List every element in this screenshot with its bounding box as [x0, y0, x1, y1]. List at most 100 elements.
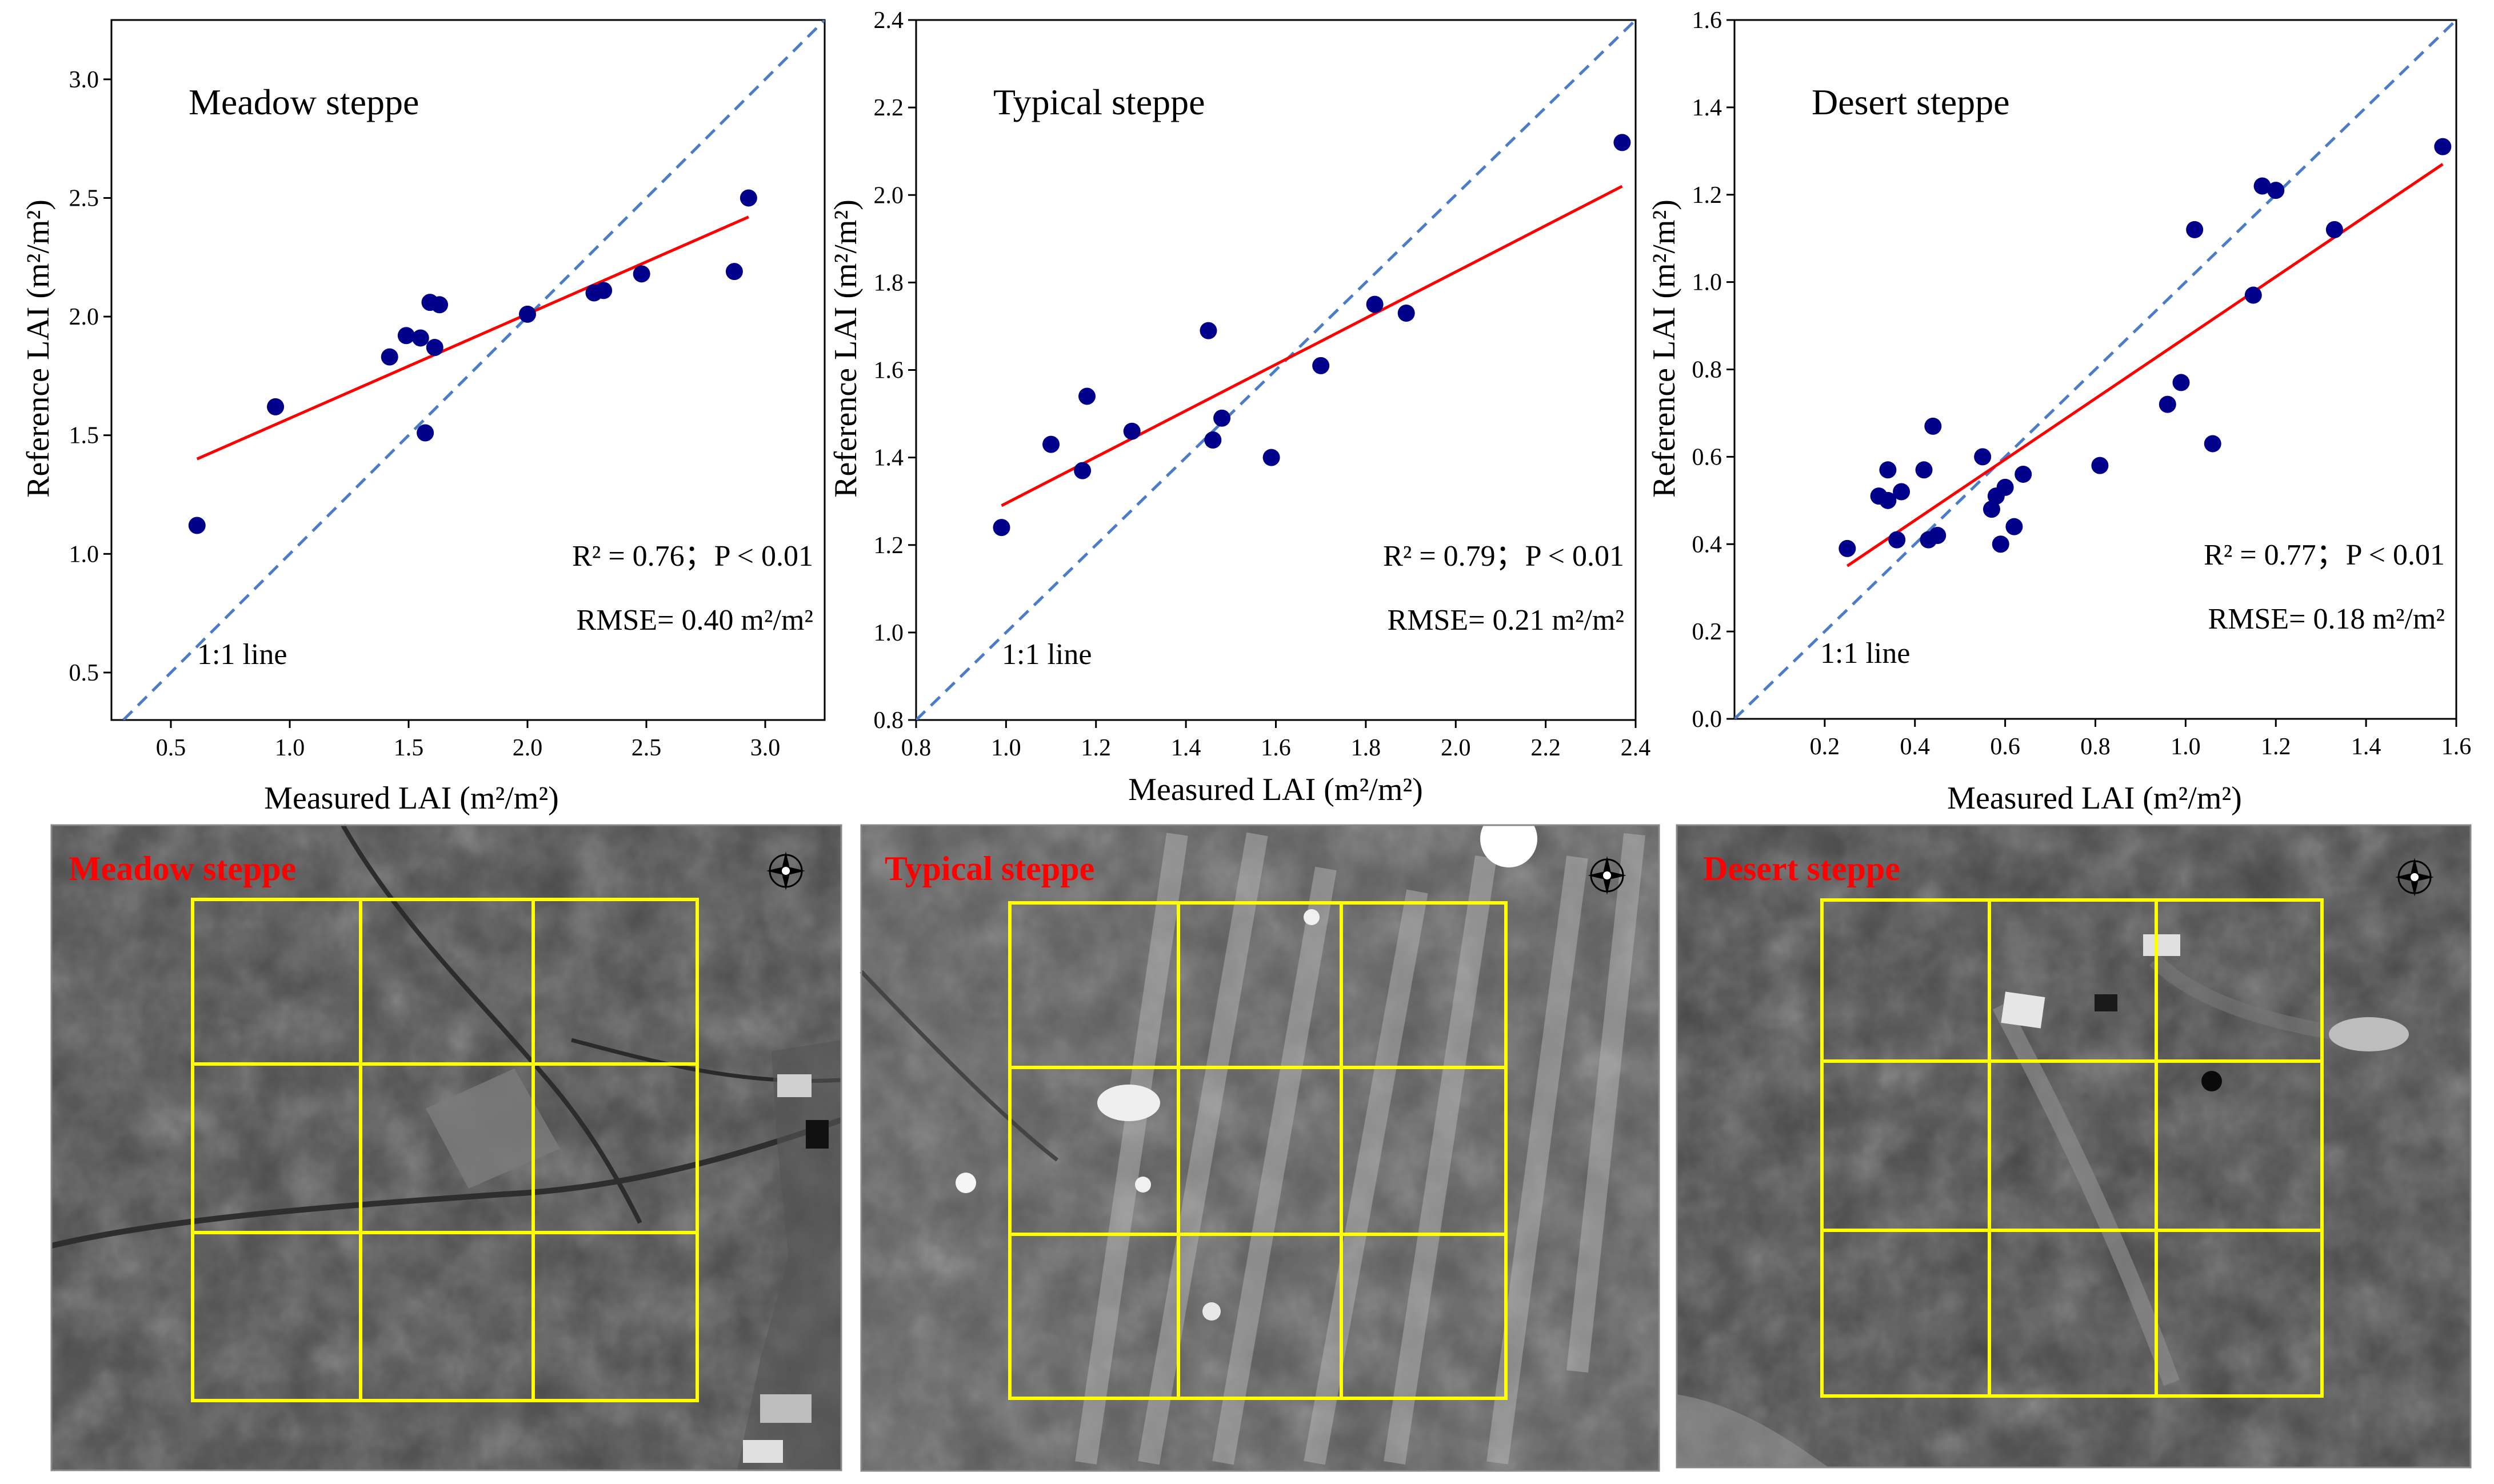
data-point [1613, 134, 1631, 151]
y-tick-label: 1.4 [1692, 95, 1722, 121]
image-texture [51, 825, 841, 1470]
x-tick-label: 2.0 [1441, 735, 1471, 761]
north-arrow-compass-icon [766, 851, 805, 890]
x-tick-label: 2.5 [632, 735, 662, 761]
bright-spot [2143, 934, 2180, 956]
data-point [1924, 417, 1942, 435]
data-point [1974, 448, 1992, 466]
y-tick-label: 0.5 [69, 660, 99, 686]
x-tick-label: 1.8 [1351, 735, 1381, 761]
data-point [993, 519, 1010, 537]
x-tick-label: 3.0 [750, 735, 781, 761]
data-point [519, 305, 536, 323]
stats-r2-label: R² = 0.77；P < 0.01 [2204, 539, 2445, 571]
x-tick-label: 2.4 [1621, 735, 1651, 761]
data-point [1123, 422, 1141, 440]
stats-rmse-label: RMSE= 0.18 m²/m² [2208, 603, 2445, 635]
data-point [1397, 304, 1415, 322]
bright-spot [956, 1173, 976, 1193]
building-block [777, 1074, 812, 1097]
identity-line-label: 1:1 line [1002, 638, 1092, 671]
satellite-image-meadow: Meadow steppe [50, 824, 842, 1471]
building-block [743, 1440, 783, 1463]
road-trace [341, 824, 642, 1224]
y-tick-label: 2.5 [69, 185, 99, 211]
scatter-panels: 0.5 1.0 1.5 2.0 2.5 3.0 0.5 1.0 1.5 2.0 2.5 3.0 Mead… [21, 7, 2471, 816]
data-point [1879, 461, 1897, 479]
panel-title: Typical steppe [993, 82, 1205, 122]
dark-spot [2095, 994, 2117, 1011]
data-point [1879, 491, 1897, 509]
grid-frame [1008, 901, 1508, 1400]
y-tick-label: 1.0 [69, 541, 99, 567]
x-axis-label: Measured LAI (m²/m²) [1947, 781, 2242, 816]
data-point [381, 348, 398, 366]
plot-frame [110, 19, 826, 721]
dark-spot [2201, 1071, 2222, 1091]
data-point [1262, 449, 1280, 466]
scatter-panel: 0.5 1.0 1.5 2.0 2.5 3.0 0.5 1.0 1.5 2.0 2.5 3.0 Mead… [21, 19, 826, 816]
identity-line [1734, 20, 2456, 719]
y-axis-label: Reference LAI (m²/m²) [1646, 199, 1682, 498]
y-tick-label: 1.6 [1692, 7, 1722, 34]
x-tick-label: 0.4 [1900, 734, 1931, 760]
data-point [2434, 138, 2452, 155]
data-point [267, 398, 285, 415]
sampling-grid [191, 898, 699, 1402]
data-point [397, 327, 415, 345]
satellite-image-desert: Desert steppe [1676, 824, 2472, 1469]
x-tick-label: 1.6 [1261, 735, 1291, 761]
north-arrow-compass-icon [1588, 856, 1626, 895]
bright-spot [1202, 1302, 1221, 1321]
data-point [1929, 526, 1947, 544]
y-axis-label: Reference LAI (m²/m²) [21, 199, 56, 498]
image-texture [861, 825, 1659, 1471]
data-point [2015, 465, 2032, 483]
x-tick-label: 1.0 [2171, 734, 2201, 760]
regression-line [196, 215, 749, 461]
scatter-panel: 0.2 0.4 0.6 0.8 1.0 1.2 1.4 1.6 0.0 0.2 0.4 0.6 0.8 1… [1646, 7, 2471, 816]
data-point [1915, 461, 1933, 479]
data-point [2172, 374, 2190, 391]
bright-spot [1304, 909, 1320, 925]
image-label: Meadow steppe [69, 850, 296, 887]
scatter-panel: 0.8 1.0 1.2 1.4 1.6 1.8 2.0 2.2 2.4 0.8 1.0 1.2 1.4 1… [828, 7, 1650, 807]
building-block [760, 1394, 812, 1423]
x-tick-label: 0.6 [1990, 734, 2020, 760]
bright-spot [1097, 1085, 1160, 1121]
y-tick-label: 1.2 [1692, 182, 1722, 209]
data-point [2253, 177, 2271, 195]
data-point [2091, 457, 2109, 474]
regression-line [1846, 163, 2444, 567]
y-tick-label: 1.5 [69, 423, 99, 449]
data-point [2005, 518, 2023, 535]
building-block [806, 1120, 829, 1149]
image-label: Desert steppe [1703, 850, 1900, 887]
road-trace [50, 1117, 842, 1249]
x-tick-label: 2.0 [513, 735, 543, 761]
data-point [1074, 462, 1092, 479]
light-area [1677, 1394, 1829, 1467]
x-axis-label: Measured LAI (m²/m²) [1128, 772, 1423, 807]
x-tick-label: 1.2 [2261, 734, 2291, 760]
data-point [1200, 322, 1217, 339]
y-tick-label: 0.8 [1692, 357, 1722, 383]
x-tick-label: 1.0 [991, 735, 1021, 761]
sampling-grid [1820, 898, 2324, 1398]
data-point [1992, 535, 2009, 553]
data-point [2186, 221, 2204, 238]
y-tick-label: 0.8 [874, 707, 904, 734]
y-tick-label: 2.0 [69, 304, 99, 330]
image-border [50, 824, 842, 1471]
bright-spot [1480, 810, 1537, 867]
data-point [1366, 295, 1384, 313]
panel-title: Meadow steppe [189, 82, 419, 122]
data-point [417, 424, 434, 442]
regression-line [1001, 185, 1623, 507]
data-point [431, 296, 449, 314]
data-point [2204, 435, 2221, 453]
sampling-grid [1008, 901, 1508, 1400]
image-label: Typical steppe [885, 850, 1094, 887]
data-point [1078, 387, 1096, 405]
identity-line-label: 1:1 line [197, 638, 287, 671]
